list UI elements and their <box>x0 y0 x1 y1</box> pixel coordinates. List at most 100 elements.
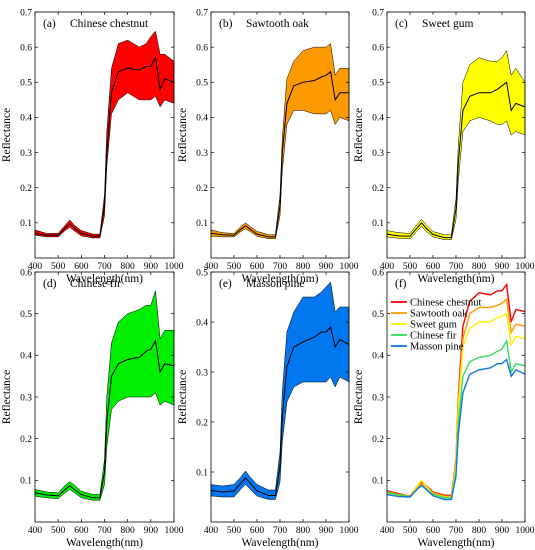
legend-label: Chinese fir <box>410 331 457 342</box>
x-tick-label: 900 <box>495 526 510 536</box>
x-axis-label: Wavelength(nm) <box>242 273 319 285</box>
y-tick-label: 0.7 <box>20 8 32 18</box>
y-tick-label: 0.4 <box>20 352 32 362</box>
x-tick-label: 600 <box>250 526 265 536</box>
y-tick-label: 0.6 <box>20 268 32 278</box>
y-tick-label: 0.3 <box>20 149 32 159</box>
y-tick-label: 0.1 <box>196 468 208 478</box>
x-tick-label: 400 <box>28 526 43 536</box>
y-tick-label: 0.6 <box>372 268 384 278</box>
band-area <box>210 43 350 239</box>
x-tick-label: 1000 <box>165 526 184 536</box>
y-axis-label: Reflectance <box>1 370 13 424</box>
y-axis-label: Reflectance <box>353 370 365 424</box>
panel-e: 400 500 600 700 800 900 1000 0.1 0.2 0.3 0.4 0.5 Wav… <box>177 268 359 549</box>
panel-label: (c) <box>395 18 408 30</box>
panel-title: Chinese fir <box>70 278 121 290</box>
x-tick-label: 400 <box>28 262 43 272</box>
x-tick-label: 500 <box>227 526 242 536</box>
x-axis-label: Wavelength(nm) <box>66 537 143 549</box>
x-tick-label: 900 <box>319 526 334 536</box>
y-tick-label: 0.2 <box>372 184 384 194</box>
x-tick-label: 800 <box>121 526 136 536</box>
y-tick-label: 0.1 <box>372 219 384 229</box>
panel-label: (e) <box>219 278 232 290</box>
x-tick-label: 900 <box>144 526 159 536</box>
x-tick-label: 900 <box>144 262 159 272</box>
x-tick-label: 800 <box>472 262 487 272</box>
y-tick-label: 0.4 <box>196 318 208 328</box>
y-tick-label: 0.5 <box>372 310 384 320</box>
y-tick-label: 0.1 <box>196 219 208 229</box>
panel-d: 400 500 600 700 800 900 1000 0.1 0.2 0.3 0.4 0.5 0.6… <box>1 268 184 549</box>
x-tick-label: 500 <box>403 262 418 272</box>
y-tick-label: 0.2 <box>20 184 32 194</box>
y-tick-label: 0.1 <box>20 477 32 487</box>
x-tick-label: 700 <box>449 526 464 536</box>
x-tick-label: 900 <box>495 262 510 272</box>
y-tick-label: 0.4 <box>372 352 384 362</box>
x-tick-label: 1000 <box>516 526 535 536</box>
y-tick-label: 0.4 <box>20 114 32 124</box>
x-tick-label: 400 <box>380 262 395 272</box>
y-axis-label: Reflectance <box>353 108 365 162</box>
panel-label: (d) <box>43 278 57 290</box>
panel-label: (b) <box>219 18 233 30</box>
x-tick-label: 800 <box>296 262 311 272</box>
mean-line <box>210 325 350 496</box>
y-tick-label: 0.3 <box>372 393 384 403</box>
x-tick-label: 500 <box>51 526 66 536</box>
legend-label: Sawtooth oak <box>410 309 468 320</box>
x-tick-label: 400 <box>380 526 395 536</box>
x-tick-label: 1000 <box>165 262 184 272</box>
x-tick-label: 1000 <box>340 262 359 272</box>
plot-frame <box>386 11 526 259</box>
x-tick-label: 500 <box>227 262 242 272</box>
x-tick-label: 400 <box>204 526 219 536</box>
y-tick-label: 0.6 <box>20 43 32 53</box>
y-tick-label: 0.1 <box>372 477 384 487</box>
mean-line <box>210 70 349 238</box>
series-line <box>386 358 526 501</box>
y-tick-label: 0.6 <box>196 43 208 53</box>
x-tick-label: 1000 <box>340 526 359 536</box>
x-tick-label: 700 <box>97 526 112 536</box>
y-tick-label: 0.5 <box>20 79 32 89</box>
x-tick-label: 600 <box>426 526 441 536</box>
y-tick-label: 0.5 <box>372 79 384 89</box>
y-tick-label: 0.5 <box>20 310 32 320</box>
y-axis-label: Reflectance <box>1 108 13 162</box>
legend-label: Chinese chestnut <box>410 298 482 309</box>
x-tick-label: 800 <box>472 526 487 536</box>
x-axis-label: Wavelength(nm) <box>418 273 495 285</box>
x-tick-label: 1000 <box>516 262 535 272</box>
y-tick-label: 0.2 <box>196 184 208 194</box>
x-tick-label: 900 <box>319 262 334 272</box>
x-tick-label: 800 <box>296 526 311 536</box>
x-tick-label: 400 <box>204 262 219 272</box>
x-tick-label: 600 <box>426 262 441 272</box>
panel-title: Sweet gum <box>422 18 473 30</box>
y-tick-label: 0.7 <box>372 8 384 18</box>
x-tick-label: 700 <box>97 262 112 272</box>
x-axis-label: Wavelength(nm) <box>66 273 143 285</box>
panel-title: Sawtooth oak <box>246 18 309 30</box>
y-tick-label: 0.7 <box>196 8 208 18</box>
y-tick-label: 0.2 <box>372 435 384 445</box>
y-tick-label: 0.1 <box>20 219 32 229</box>
x-tick-label: 700 <box>449 262 464 272</box>
panel-label: (a) <box>43 18 56 30</box>
y-tick-label: 0.3 <box>196 368 208 378</box>
y-tick-label: 0.2 <box>20 435 32 445</box>
x-axis-label: Wavelength(nm) <box>418 537 495 549</box>
x-axis-label: Wavelength(nm) <box>242 537 319 549</box>
x-tick-label: 600 <box>74 262 89 272</box>
x-tick-label: 700 <box>273 262 288 272</box>
series-line <box>386 312 526 499</box>
x-tick-label: 500 <box>403 526 418 536</box>
x-tick-label: 800 <box>121 262 136 272</box>
y-tick-label: 0.2 <box>196 418 208 428</box>
y-tick-label: 0.5 <box>196 79 208 89</box>
y-tick-label: 0.5 <box>196 268 208 278</box>
